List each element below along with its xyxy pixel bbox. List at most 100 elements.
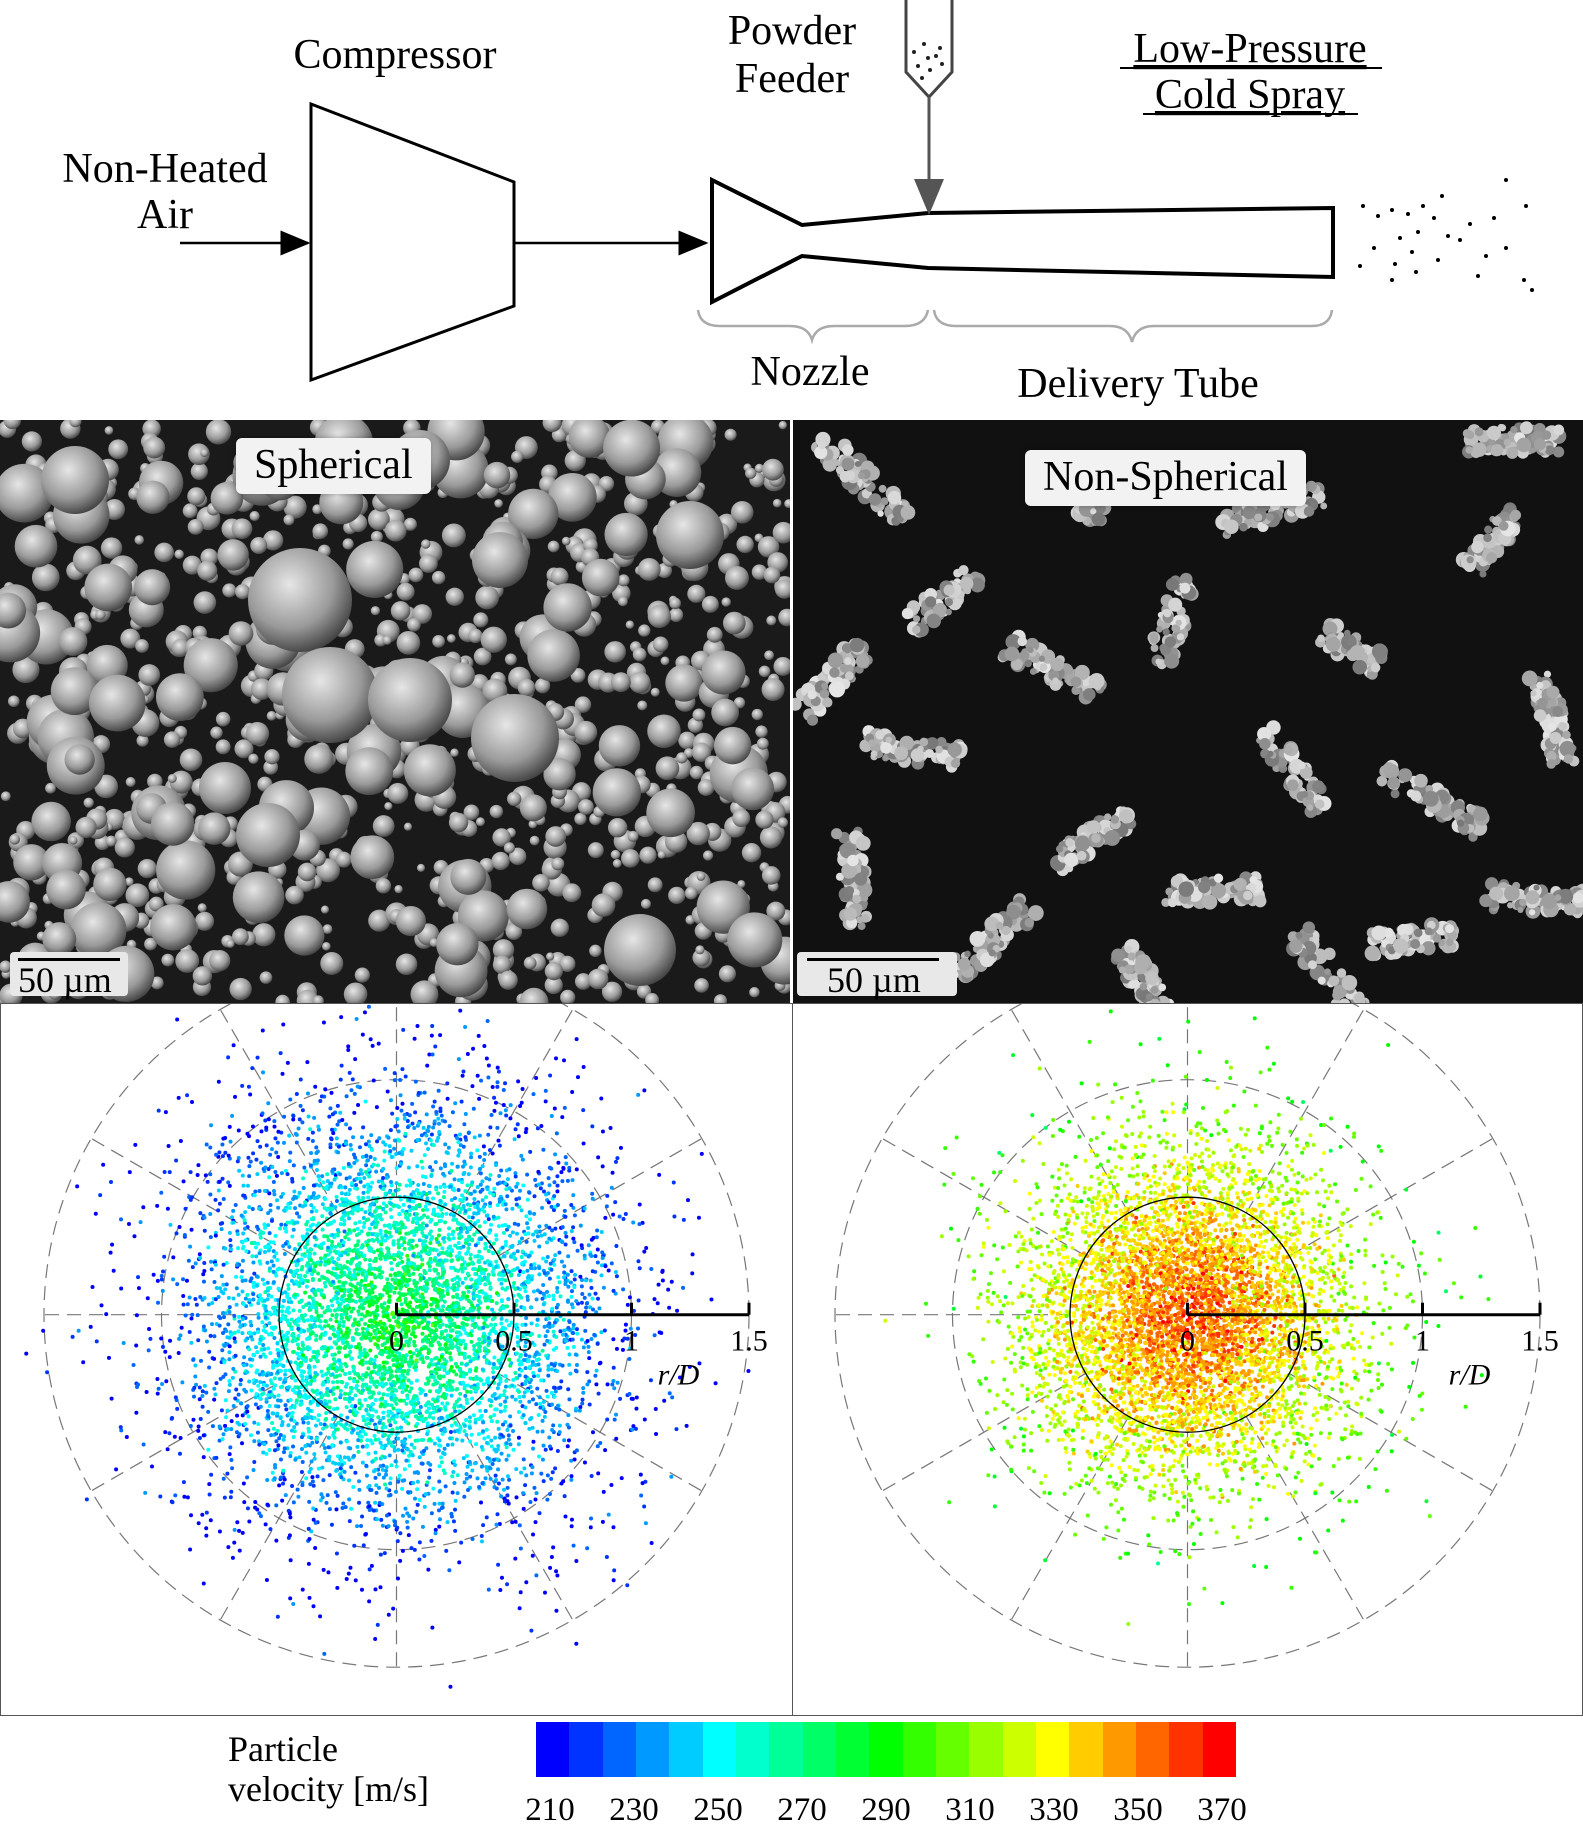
scatter-point: [267, 1231, 272, 1236]
scatter-point: [252, 1193, 257, 1198]
scatter-point: [382, 1404, 387, 1409]
scatter-point: [495, 1386, 500, 1391]
scatter-point: [395, 1116, 400, 1121]
scatter-point: [400, 1486, 405, 1491]
scatter-point: [551, 1297, 556, 1302]
scatter-point: [464, 1317, 469, 1322]
scatter-point: [317, 1278, 322, 1283]
scatter-point: [541, 1147, 546, 1152]
scatter-point: [352, 1379, 357, 1384]
scatter-point: [599, 1263, 604, 1268]
scatter-point: [336, 1326, 341, 1331]
scatter-point: [324, 1411, 329, 1416]
scatter-point: [372, 1284, 377, 1289]
scatter-point: [428, 1229, 433, 1234]
scatter-point: [384, 1513, 389, 1518]
scatter-point: [318, 1334, 323, 1339]
scatter-point: [418, 1304, 423, 1309]
scatter-point: [278, 1226, 283, 1231]
scatter-point: [341, 1424, 346, 1429]
scatter-point: [280, 1384, 285, 1389]
scatter-point: [504, 1333, 509, 1338]
scatter-point: [346, 1162, 351, 1167]
scatter-point: [208, 1192, 213, 1197]
scatter-point: [558, 1294, 563, 1299]
scatter-point: [428, 1462, 433, 1467]
scatter-point: [426, 1378, 431, 1383]
scatter-point: [465, 1183, 470, 1188]
scatter-point: [318, 1422, 323, 1427]
scatter-point: [366, 1167, 371, 1172]
scatter-point: [713, 1381, 718, 1386]
scatter-point: [323, 1284, 328, 1289]
scatter-point: [269, 1147, 274, 1152]
scatter-point: [285, 1172, 290, 1177]
scatter-point: [243, 1221, 248, 1226]
scatter-point: [433, 1160, 438, 1165]
scatter-point: [287, 1159, 292, 1164]
scatter-point: [207, 1349, 212, 1354]
scatter-point: [366, 1324, 371, 1329]
scatter-point: [596, 1155, 601, 1160]
scatter-point: [318, 1614, 323, 1619]
scatter-point: [557, 1250, 562, 1255]
scatter-point: [374, 1409, 379, 1414]
scatter-point: [334, 1136, 339, 1141]
scatter-point: [415, 1421, 420, 1426]
scatter-point: [530, 1340, 535, 1345]
scatter-point: [378, 1205, 383, 1210]
scatter-point: [429, 1538, 434, 1543]
scatter-point: [293, 1206, 298, 1211]
scatter-point: [193, 1374, 198, 1379]
scatter-point: [449, 1364, 454, 1369]
scatter-point: [378, 1184, 383, 1189]
scatter-point: [377, 1330, 382, 1335]
scatter-point: [493, 1479, 498, 1484]
scatter-point: [297, 1308, 302, 1313]
scatter-point: [388, 1128, 393, 1133]
scatter-point: [334, 1468, 339, 1473]
scatter-point: [562, 1270, 567, 1275]
scatter-point: [160, 1344, 165, 1349]
scatter-point: [240, 1413, 245, 1418]
scatter-point: [391, 1358, 396, 1363]
scatter-point: [614, 1274, 619, 1279]
scatter-point: [335, 1493, 340, 1498]
scatter-point: [558, 1385, 563, 1390]
scatter-point: [373, 1450, 378, 1455]
scatter-point: [427, 1475, 432, 1480]
scatter-point: [314, 1167, 319, 1172]
scatter-point: [484, 1427, 489, 1432]
scatter-point: [237, 1168, 242, 1173]
scatter-point: [357, 1375, 362, 1380]
scatter-point: [486, 1272, 491, 1277]
scatter-point: [483, 1267, 488, 1272]
grid-spoke: [497, 1137, 703, 1257]
scatter-point: [634, 1406, 639, 1411]
scatter-point: [353, 1404, 358, 1409]
scatter-point: [328, 1106, 333, 1111]
scatter-point: [600, 1129, 605, 1134]
scatter-point: [709, 1297, 714, 1302]
scatter-point: [502, 1389, 507, 1394]
scatter-point: [531, 1289, 536, 1294]
scatter-point: [382, 1433, 387, 1438]
scatter-point: [468, 1285, 473, 1290]
scatter-point: [291, 1349, 296, 1354]
scatter-point: [359, 1358, 364, 1363]
scatter-point: [560, 1179, 565, 1184]
scatter-point: [327, 1405, 332, 1410]
scatter-point: [304, 1476, 309, 1481]
scatter-point: [452, 1277, 457, 1282]
scatter-point: [299, 1447, 304, 1452]
scatter-point: [317, 1324, 322, 1329]
scatter-point: [505, 1474, 510, 1479]
scatter-point: [536, 1413, 541, 1418]
scatter-point: [212, 1356, 217, 1361]
scatter-point: [462, 1260, 467, 1265]
scatter-point: [431, 1125, 436, 1130]
scatter-point: [406, 1378, 411, 1383]
scatter-point: [477, 1348, 482, 1353]
scatter-point: [283, 1269, 288, 1274]
scatter-point: [84, 1497, 89, 1502]
